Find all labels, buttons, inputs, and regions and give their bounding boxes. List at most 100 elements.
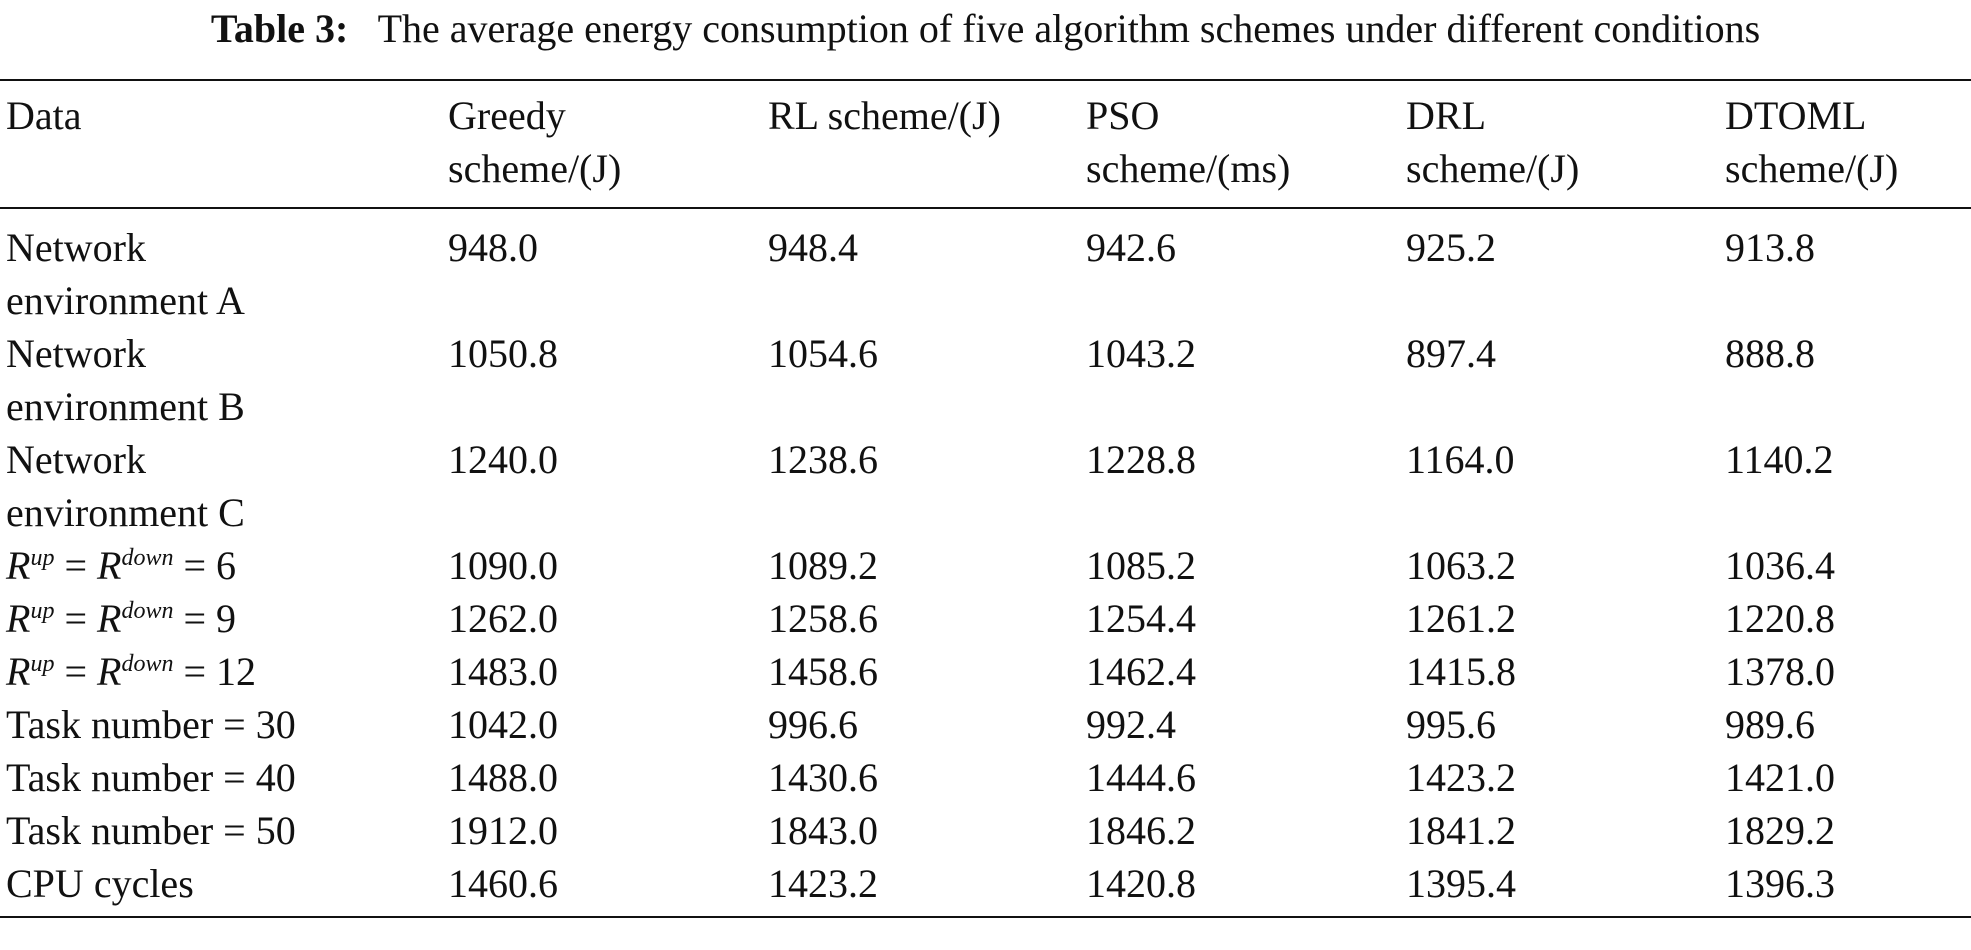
header-line: RL scheme/(J)	[768, 93, 1001, 138]
header-line: DRL	[1406, 93, 1486, 138]
value-cell: 1050.8	[448, 331, 558, 376]
value-cell: 1841.2	[1406, 808, 1516, 853]
table-body: Network environment A 948.0 948.4 942.6 925.2…	[0, 208, 1971, 917]
math-superscript: up	[30, 651, 55, 677]
math-superscript: down	[121, 651, 174, 677]
row-label-cell: Task number = 40	[0, 751, 442, 804]
math-operator: =	[54, 543, 97, 588]
table-row: Network environment B 1050.8 1054.6 1043.2 89…	[0, 327, 1971, 433]
header-line: PSO	[1086, 93, 1160, 138]
value-cell: 1846.2	[1086, 808, 1196, 853]
table-caption: Table 3: The average energy consumption …	[0, 4, 1971, 54]
value-cell: 1036.4	[1725, 543, 1835, 588]
row-label-cell: Rup = Rdown = 9	[0, 592, 442, 645]
value-cell: 1238.6	[768, 437, 878, 482]
header-line: scheme/(J)	[1406, 146, 1580, 191]
table-caption-label: Table 3:	[210, 6, 349, 51]
table-row: Rup = Rdown = 12 1483.0 1458.6 1462.4 1415.8…	[0, 645, 1971, 698]
table-row: Task number = 40 1488.0 1430.6 1444.6 1423.2…	[0, 751, 1971, 804]
value-cell: 1090.0	[448, 543, 558, 588]
value-cell: 1483.0	[448, 649, 558, 694]
header-cell-data: Data	[0, 80, 442, 208]
row-label-line: Task number = 30	[6, 702, 296, 747]
math-symbol: R	[97, 649, 122, 694]
header-line: scheme/(J)	[1725, 146, 1899, 191]
math-rest: = 12	[173, 649, 257, 694]
value-cell: 1420.8	[1086, 861, 1196, 906]
table-row: Rup = Rdown = 9 1262.0 1258.6 1254.4 1261.2 1…	[0, 592, 1971, 645]
row-label-line: Task number = 50	[6, 808, 296, 853]
row-label-cell: Network environment B	[0, 327, 442, 433]
value-cell: 1085.2	[1086, 543, 1196, 588]
value-cell: 1421.0	[1725, 755, 1835, 800]
row-label-cell: Rup = Rdown = 12	[0, 645, 442, 698]
row-label-line: Network	[6, 225, 146, 270]
header-cell-pso: PSO scheme/(ms)	[1080, 80, 1400, 208]
value-cell: 1843.0	[768, 808, 878, 853]
row-label-line: Task number = 40	[6, 755, 296, 800]
header-line: Greedy	[448, 93, 566, 138]
math-symbol: R	[6, 596, 31, 641]
table-row: Network environment A 948.0 948.4 942.6 925.2…	[0, 208, 1971, 327]
row-label-line: environment A	[6, 278, 245, 323]
value-cell: 989.6	[1725, 702, 1815, 747]
value-cell: 1423.2	[1406, 755, 1516, 800]
value-cell: 1912.0	[448, 808, 558, 853]
value-cell: 925.2	[1406, 225, 1496, 270]
value-cell: 1460.6	[448, 861, 558, 906]
value-cell: 1378.0	[1725, 649, 1835, 694]
value-cell: 1140.2	[1725, 437, 1834, 482]
math-symbol: R	[97, 543, 122, 588]
value-cell: 942.6	[1086, 225, 1176, 270]
math-superscript: up	[30, 598, 55, 624]
value-cell: 888.8	[1725, 331, 1815, 376]
value-cell: 1054.6	[768, 331, 878, 376]
energy-table-container: Data Greedy scheme/(J) RL scheme/(J) PSO…	[0, 79, 1971, 918]
value-cell: 1415.8	[1406, 649, 1516, 694]
value-cell: 1164.0	[1406, 437, 1515, 482]
value-cell: 1430.6	[768, 755, 878, 800]
value-cell: 1254.4	[1086, 596, 1196, 641]
value-cell: 1262.0	[448, 596, 558, 641]
header-line: DTOML	[1725, 93, 1867, 138]
energy-consumption-table: Data Greedy scheme/(J) RL scheme/(J) PSO…	[0, 79, 1971, 918]
value-cell: 948.0	[448, 225, 538, 270]
math-rest: = 6	[173, 543, 237, 588]
header-line: scheme/(J)	[448, 146, 622, 191]
header-cell-rl: RL scheme/(J)	[762, 80, 1080, 208]
value-cell: 897.4	[1406, 331, 1496, 376]
value-cell: 1063.2	[1406, 543, 1516, 588]
value-cell: 1423.2	[768, 861, 878, 906]
row-label-cell: Rup = Rdown = 6	[0, 539, 442, 592]
math-superscript: up	[30, 545, 55, 571]
row-label-cell: Network environment C	[0, 433, 442, 539]
table-header: Data Greedy scheme/(J) RL scheme/(J) PSO…	[0, 80, 1971, 208]
value-cell: 1444.6	[1086, 755, 1196, 800]
value-cell: 948.4	[768, 225, 858, 270]
value-cell: 1258.6	[768, 596, 878, 641]
table-row: CPU cycles 1460.6 1423.2 1420.8 1395.4 1396.3	[0, 857, 1971, 917]
value-cell: 1395.4	[1406, 861, 1516, 906]
table-row: Rup = Rdown = 6 1090.0 1089.2 1085.2 1063.2 1…	[0, 539, 1971, 592]
row-label-cell: Network environment A	[0, 208, 442, 327]
row-label-line: Network	[6, 331, 146, 376]
row-label-cell: Task number = 50	[0, 804, 442, 857]
value-cell: 995.6	[1406, 702, 1496, 747]
math-rest: = 9	[173, 596, 237, 641]
value-cell: 1228.8	[1086, 437, 1196, 482]
value-cell: 1043.2	[1086, 331, 1196, 376]
value-cell: 1396.3	[1725, 861, 1835, 906]
value-cell: 1240.0	[448, 437, 558, 482]
table-row: Network environment C 1240.0 1238.6 1228.8 11…	[0, 433, 1971, 539]
row-label-line: environment B	[6, 384, 245, 429]
math-symbol: R	[6, 543, 31, 588]
table-caption-spacer	[358, 6, 377, 51]
value-cell: 1829.2	[1725, 808, 1835, 853]
value-cell: 913.8	[1725, 225, 1815, 270]
value-cell: 996.6	[768, 702, 858, 747]
math-operator: =	[54, 649, 97, 694]
math-symbol: R	[6, 649, 31, 694]
row-label-line: environment C	[6, 490, 245, 535]
value-cell: 1220.8	[1725, 596, 1835, 641]
value-cell: 1261.2	[1406, 596, 1516, 641]
